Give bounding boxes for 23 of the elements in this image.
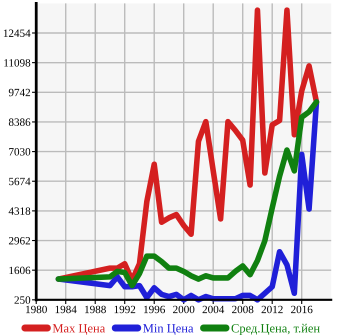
x-tick-label: 2000: [173, 306, 194, 314]
y-tick-label: 1606: [9, 266, 30, 274]
x-tick-label: 1988: [85, 306, 106, 314]
y-tick-label: 2962: [8, 237, 30, 244]
x-tick-label: 2004: [202, 306, 224, 314]
legend-label: Max Цена: [52, 324, 106, 335]
x-tick-label: 2016: [291, 306, 312, 314]
x-tick-label: 1984: [56, 306, 77, 314]
y-tick-label: 4318: [8, 207, 30, 215]
y-tick-label: 5674: [9, 178, 30, 186]
x-tick-label: 1996: [144, 306, 165, 314]
legend-label: Сред.Цена, т.йен: [232, 324, 320, 335]
y-tick-label: 11098: [4, 59, 30, 67]
y-tick-label: 12454: [4, 29, 30, 37]
y-tick-label: 8386: [8, 118, 30, 126]
y-tick-label: 7030: [9, 148, 30, 156]
y-tick-label: 9742: [8, 88, 30, 96]
x-tick-label: 2008: [232, 306, 254, 314]
legend-label: Min Цена: [143, 324, 194, 335]
x-tick-label: 2012: [262, 306, 283, 314]
x-tick-label: 1992: [114, 306, 136, 314]
y-tick-label: 250: [14, 296, 30, 304]
x-tick-label: 1980: [26, 306, 47, 314]
